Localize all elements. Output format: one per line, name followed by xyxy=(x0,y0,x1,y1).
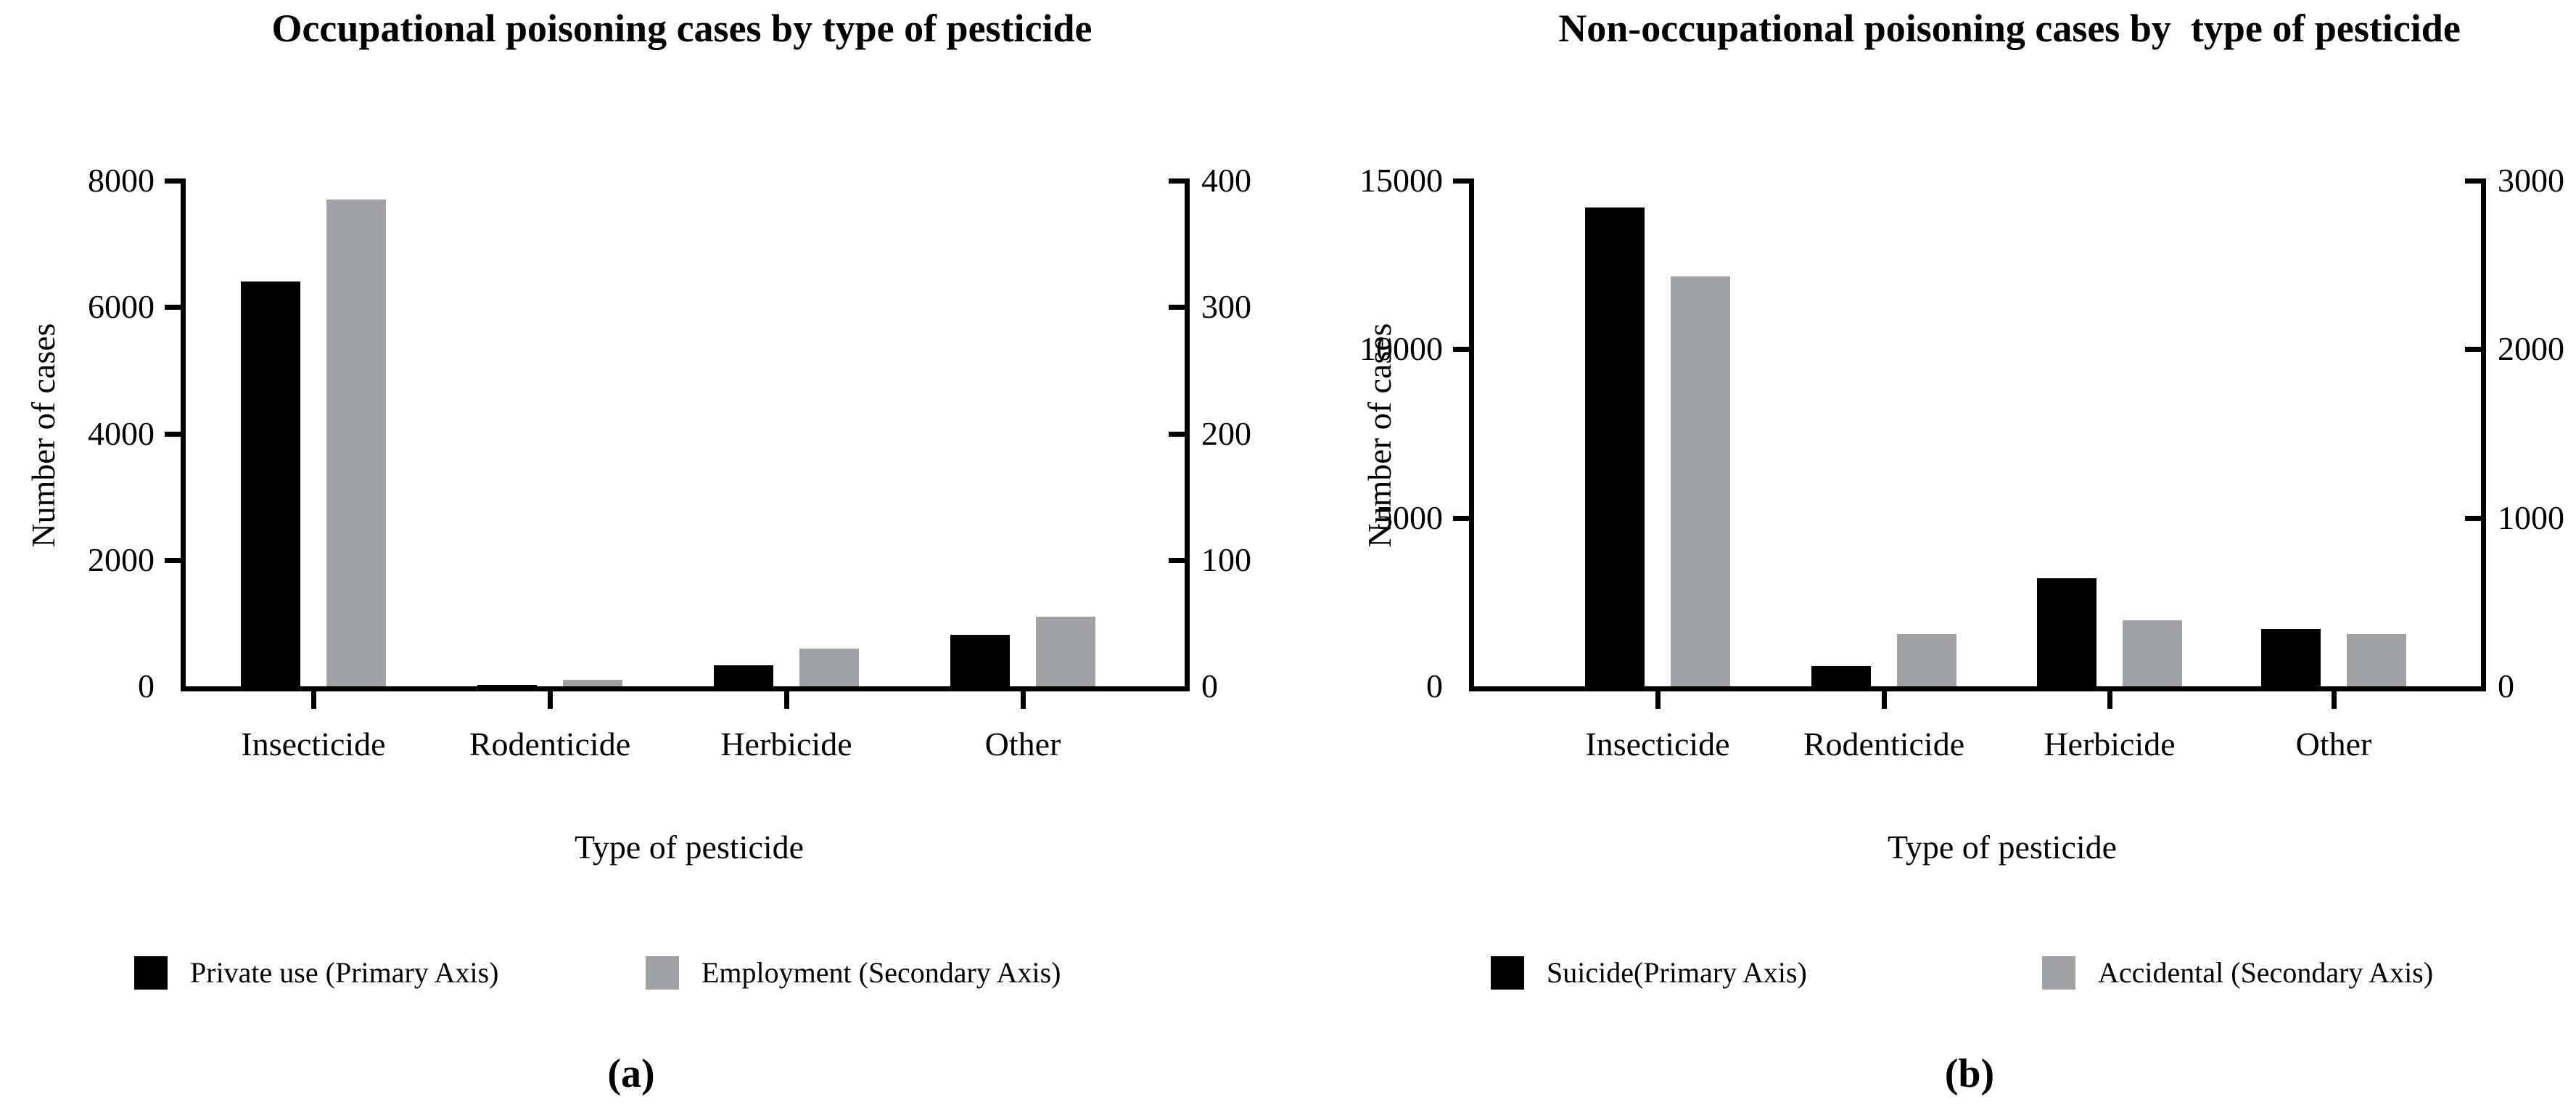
right-axis-tick xyxy=(1169,178,1185,184)
right-axis-tick-label: 400 xyxy=(1201,162,1251,199)
bar-primary-insecticide xyxy=(241,281,300,686)
right-axis-tick-label: 3000 xyxy=(2498,162,2564,199)
bar-secondary-rodenticide xyxy=(563,680,622,686)
bar-secondary-rodenticide xyxy=(1897,634,1956,686)
left-axis-tick xyxy=(1453,515,1469,521)
x-category-label: Herbicide xyxy=(2044,726,2176,763)
x-axis-label: Type of pesticide xyxy=(574,829,805,866)
legend-label: Suicide(Primary Axis) xyxy=(1547,956,1807,989)
bar-primary-herbicide xyxy=(714,665,773,686)
right-axis-tick-label: 2000 xyxy=(2498,330,2564,368)
legend-swatch-private-use xyxy=(134,956,168,990)
left-axis-tick xyxy=(165,305,181,311)
bar-secondary-herbicide xyxy=(799,649,859,686)
right-axis-tick xyxy=(1169,557,1185,563)
legend-swatch-accidental xyxy=(2042,956,2075,990)
left-axis-tick xyxy=(1453,347,1469,353)
x-axis-tick xyxy=(2107,691,2112,709)
right-axis-line xyxy=(1185,178,1190,691)
x-axis-tick xyxy=(1882,691,1887,709)
left-axis-tick-label: 0 xyxy=(1426,667,1443,704)
x-axis-line xyxy=(181,686,1190,691)
chart-title: Non-occupational poisoning cases by type… xyxy=(1558,7,2461,50)
left-axis-tick-label: 10000 xyxy=(1359,330,1443,368)
right-axis-tick xyxy=(1169,431,1185,437)
x-axis-tick xyxy=(548,691,553,709)
legend-label: Private use (Primary Axis) xyxy=(190,956,499,989)
bar-primary-insecticide xyxy=(1585,207,1645,686)
bar-secondary-insecticide xyxy=(326,200,386,686)
bar-secondary-other xyxy=(1036,617,1095,686)
right-axis-tick-label: 200 xyxy=(1201,414,1251,452)
bar-secondary-herbicide xyxy=(2123,620,2182,686)
right-axis-tick xyxy=(1169,305,1185,311)
left-axis-tick-label: 8000 xyxy=(88,162,155,199)
legend-label: Accidental (Secondary Axis) xyxy=(2098,956,2434,989)
x-category-label: Rodenticide xyxy=(469,726,631,763)
left-axis-tick-label: 5000 xyxy=(1376,498,1443,536)
bar-primary-rodenticide xyxy=(477,685,537,686)
left-axis-tick-label: 15000 xyxy=(1359,162,1443,199)
x-axis-tick xyxy=(1655,691,1661,709)
legend-label: Employment (Secondary Axis) xyxy=(701,956,1061,989)
left-axis-tick-label: 6000 xyxy=(88,288,155,326)
left-axis-line xyxy=(181,178,186,691)
left-axis-tick xyxy=(165,557,181,563)
panel-label-a: (a) xyxy=(607,1051,655,1096)
left-axis-tick xyxy=(1453,178,1469,184)
left-axis-tick xyxy=(165,431,181,437)
bar-primary-herbicide xyxy=(2037,578,2096,686)
bar-primary-other xyxy=(2261,629,2321,686)
x-category-label: Rodenticide xyxy=(1803,726,1965,763)
right-axis-tick xyxy=(2465,347,2481,353)
panel-label-b: (b) xyxy=(1944,1051,1995,1096)
right-axis-tick-label: 0 xyxy=(2498,667,2514,704)
left-axis-tick xyxy=(165,178,181,184)
x-axis-tick xyxy=(2332,691,2337,709)
left-axis-tick-label: 0 xyxy=(138,667,155,704)
x-axis-tick xyxy=(1021,691,1026,709)
right-axis-tick-label: 0 xyxy=(1201,667,1218,704)
x-category-label: Other xyxy=(2295,726,2372,763)
y-axis-label: Number of cases xyxy=(1361,323,1398,548)
x-category-label: Herbicide xyxy=(720,726,852,763)
legend-swatch-employment xyxy=(646,956,679,990)
legend-swatch-suicide xyxy=(1491,956,1524,990)
x-axis-label: Type of pesticide xyxy=(1887,829,2118,866)
right-axis-tick-label: 300 xyxy=(1201,288,1251,326)
x-axis-line xyxy=(1469,686,2486,691)
x-axis-tick xyxy=(311,691,316,709)
x-axis-tick xyxy=(784,691,789,709)
x-category-label: Other xyxy=(984,726,1061,763)
right-axis-tick xyxy=(2465,178,2481,184)
x-category-label: Insecticide xyxy=(241,726,386,763)
chart-title: Occupational poisoning cases by type of … xyxy=(271,7,1092,50)
bar-secondary-other xyxy=(2347,634,2406,686)
bar-secondary-insecticide xyxy=(1671,276,1730,686)
right-axis-line xyxy=(2481,178,2486,691)
x-category-label: Insecticide xyxy=(1585,726,1730,763)
bar-primary-other xyxy=(950,635,1010,686)
right-axis-tick xyxy=(2465,515,2481,521)
bar-primary-rodenticide xyxy=(1811,666,1871,686)
left-axis-line xyxy=(1469,178,1474,691)
left-axis-tick-label: 2000 xyxy=(88,540,155,578)
right-axis-tick-label: 1000 xyxy=(2498,498,2564,536)
right-axis-tick-label: 100 xyxy=(1201,540,1251,578)
left-axis-tick-label: 4000 xyxy=(88,414,155,452)
